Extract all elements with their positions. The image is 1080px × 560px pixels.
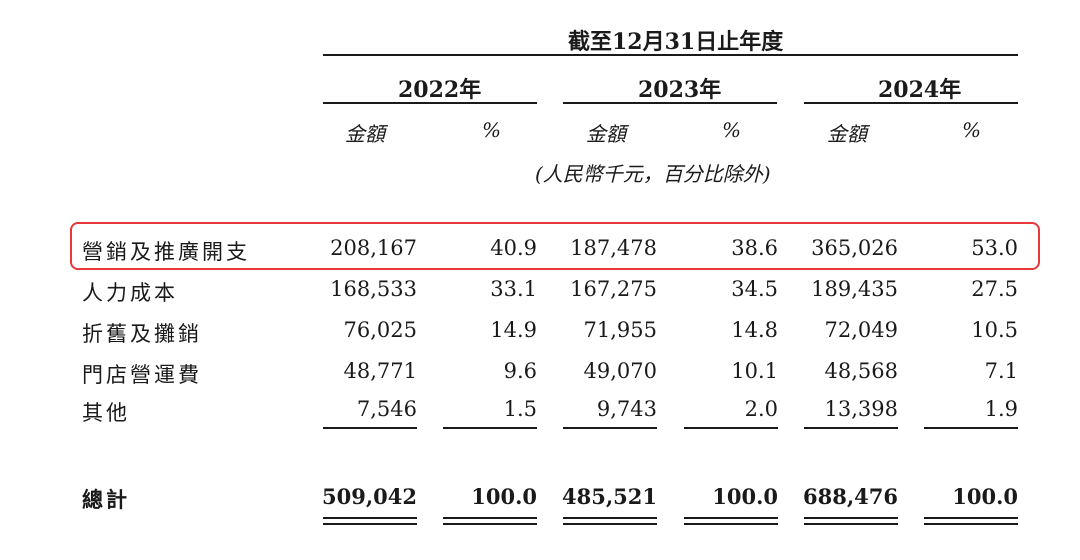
double-underline-segment bbox=[804, 517, 898, 519]
total-row-cell: 100.0 bbox=[471, 484, 537, 509]
table-row-cell: 167,275 bbox=[570, 277, 657, 301]
table-row-cell: 72,049 bbox=[824, 318, 898, 342]
table-row-cell: 34.5 bbox=[731, 277, 778, 301]
unit-note: (人民幣千元，百分比除外) bbox=[535, 162, 771, 186]
double-underline-segment bbox=[443, 523, 537, 525]
table-row-cell: 14.9 bbox=[490, 318, 537, 342]
table-row-cell: 187,478 bbox=[570, 236, 657, 260]
total-row-label: 總計 bbox=[82, 487, 130, 512]
table-row-cell: 208,167 bbox=[330, 236, 417, 260]
amount-label-2022: 金額 bbox=[345, 122, 385, 146]
year-2023-header: 2023年 bbox=[638, 77, 722, 103]
table-row-cell: 1.5 bbox=[503, 397, 537, 421]
double-underline-segment bbox=[563, 523, 657, 525]
table-row-label: 其他 bbox=[82, 401, 130, 425]
table-row-cell: 33.1 bbox=[490, 277, 537, 301]
double-underline-segment bbox=[443, 517, 537, 519]
table-row-cell: 38.6 bbox=[731, 236, 778, 260]
subtotal-line-1 bbox=[323, 427, 417, 429]
double-underline-segment bbox=[684, 523, 778, 525]
table-row-cell: 1.9 bbox=[984, 397, 1018, 421]
table-row-cell: 189,435 bbox=[811, 277, 898, 301]
table-row-cell: 76,025 bbox=[343, 318, 417, 342]
table-row-cell: 2.0 bbox=[744, 397, 778, 421]
double-underline-segment bbox=[804, 523, 898, 525]
table-row-cell: 13,398 bbox=[824, 397, 898, 421]
double-underline-segment bbox=[684, 517, 778, 519]
total-row-cell: 100.0 bbox=[952, 484, 1018, 509]
table-row-cell: 53.0 bbox=[971, 236, 1018, 260]
table-row-cell: 48,568 bbox=[824, 359, 898, 383]
year-2023-underline bbox=[563, 102, 777, 104]
table-row-cell: 40.9 bbox=[490, 236, 537, 260]
subtotal-line-6 bbox=[924, 427, 1018, 429]
table-row-label: 營銷及推廣開支 bbox=[82, 240, 250, 264]
period-header: 截至12月31日止年度 bbox=[568, 29, 784, 55]
total-row-cell: 100.0 bbox=[712, 484, 778, 509]
total-row-cell: 509,042 bbox=[322, 484, 417, 509]
amount-label-2024: 金額 bbox=[827, 122, 867, 146]
period-underline bbox=[323, 54, 1018, 56]
subtotal-line-3 bbox=[563, 427, 657, 429]
table-row-cell: 7,546 bbox=[356, 397, 417, 421]
year-2022-underline bbox=[323, 102, 537, 104]
total-row-cell: 485,521 bbox=[562, 484, 657, 509]
table-row-label: 人力成本 bbox=[82, 281, 178, 305]
table-row-cell: 48,771 bbox=[343, 359, 417, 383]
year-2022-header: 2022年 bbox=[398, 77, 482, 103]
pct-label-2022: % bbox=[482, 118, 502, 142]
pct-label-2023: % bbox=[722, 118, 742, 142]
subtotal-line-4 bbox=[684, 427, 778, 429]
pct-label-2024: % bbox=[962, 118, 982, 142]
subtotal-line-2 bbox=[443, 427, 537, 429]
table-row-cell: 10.1 bbox=[731, 359, 778, 383]
subtotal-line-5 bbox=[804, 427, 898, 429]
table-row-cell: 10.5 bbox=[971, 318, 1018, 342]
double-underline-segment bbox=[323, 517, 417, 519]
highlight-box bbox=[70, 222, 1040, 270]
year-2024-underline bbox=[804, 102, 1018, 104]
table-row-cell: 9,743 bbox=[596, 397, 657, 421]
table-row-cell: 9.6 bbox=[503, 359, 537, 383]
double-underline-segment bbox=[323, 523, 417, 525]
table-row-cell: 27.5 bbox=[971, 277, 1018, 301]
year-2024-header: 2024年 bbox=[878, 77, 962, 103]
table-row-label: 門店營運費 bbox=[82, 363, 202, 387]
total-row-cell: 688,476 bbox=[803, 484, 898, 509]
table-row-cell: 49,070 bbox=[583, 359, 657, 383]
amount-label-2023: 金額 bbox=[586, 122, 626, 146]
double-underline-segment bbox=[924, 517, 1018, 519]
table-row-label: 折舊及攤銷 bbox=[82, 322, 202, 346]
table-row-cell: 168,533 bbox=[330, 277, 417, 301]
double-underline-segment bbox=[924, 523, 1018, 525]
table-row-cell: 71,955 bbox=[583, 318, 657, 342]
table-row-cell: 14.8 bbox=[731, 318, 778, 342]
table-row-cell: 365,026 bbox=[811, 236, 898, 260]
double-underline-segment bbox=[563, 517, 657, 519]
table-row-cell: 7.1 bbox=[984, 359, 1018, 383]
